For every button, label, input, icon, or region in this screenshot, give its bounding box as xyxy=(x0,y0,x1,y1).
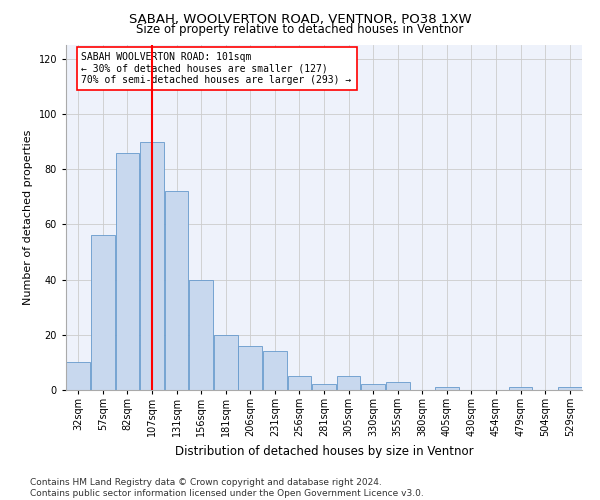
Bar xyxy=(140,142,164,390)
Text: Contains HM Land Registry data © Crown copyright and database right 2024.
Contai: Contains HM Land Registry data © Crown c… xyxy=(30,478,424,498)
Bar xyxy=(189,280,213,390)
Bar xyxy=(67,362,90,390)
Bar xyxy=(91,236,115,390)
Bar xyxy=(435,387,459,390)
Bar xyxy=(558,387,581,390)
Bar xyxy=(509,387,532,390)
Bar xyxy=(287,376,311,390)
Bar xyxy=(312,384,336,390)
Bar xyxy=(337,376,361,390)
Y-axis label: Number of detached properties: Number of detached properties xyxy=(23,130,33,305)
Bar xyxy=(361,384,385,390)
Text: Size of property relative to detached houses in Ventnor: Size of property relative to detached ho… xyxy=(136,22,464,36)
Bar xyxy=(263,352,287,390)
Bar xyxy=(386,382,410,390)
Text: SABAH, WOOLVERTON ROAD, VENTNOR, PO38 1XW: SABAH, WOOLVERTON ROAD, VENTNOR, PO38 1X… xyxy=(128,12,472,26)
Bar xyxy=(214,335,238,390)
Text: SABAH WOOLVERTON ROAD: 101sqm
← 30% of detached houses are smaller (127)
70% of : SABAH WOOLVERTON ROAD: 101sqm ← 30% of d… xyxy=(82,52,352,85)
Bar xyxy=(164,192,188,390)
X-axis label: Distribution of detached houses by size in Ventnor: Distribution of detached houses by size … xyxy=(175,444,473,458)
Bar xyxy=(116,152,139,390)
Bar xyxy=(238,346,262,390)
